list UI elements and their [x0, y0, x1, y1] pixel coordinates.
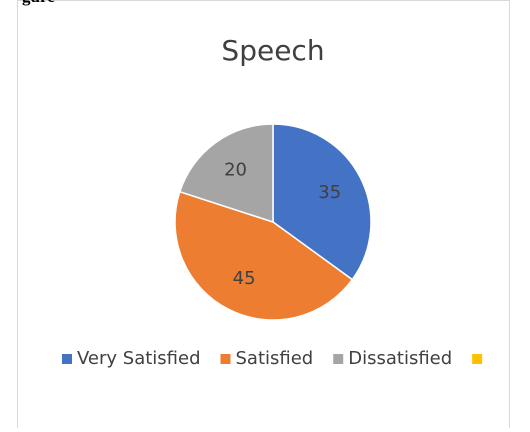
legend-marker: [62, 354, 72, 364]
caption: gure: [22, 0, 55, 6]
pie-slice: [174, 190, 354, 321]
legend-marker: [333, 354, 344, 364]
legend-marker: [472, 354, 483, 364]
legend-label: Very Satisfied: [77, 348, 201, 369]
data-label: 35: [318, 182, 341, 203]
legend-label: Satisfied: [236, 348, 314, 369]
legend-marker: [220, 354, 231, 364]
chart-title: Speech: [221, 34, 324, 67]
pie-slice: [272, 123, 372, 281]
legend-label: Dissatisfied: [348, 348, 452, 369]
pie-slice: [178, 123, 274, 224]
data-label: 45: [233, 268, 256, 289]
data-label: 20: [224, 159, 247, 180]
